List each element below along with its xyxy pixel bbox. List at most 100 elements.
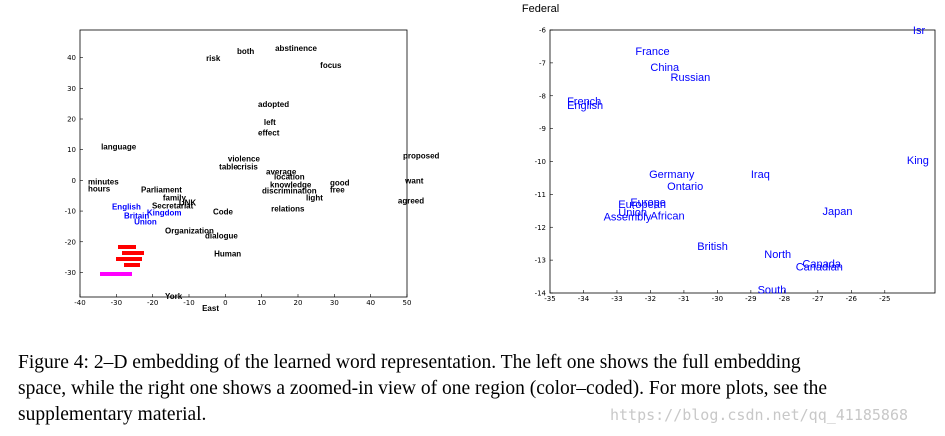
word-point: light: [306, 193, 323, 202]
caption-line: supplementary material.: [18, 404, 206, 425]
word-point: Britain: [124, 211, 149, 220]
x-tick-label: -26: [846, 295, 858, 303]
word-point: location: [274, 172, 305, 181]
word-point: left: [264, 118, 276, 127]
word-point: English: [112, 203, 141, 212]
magenta-cluster: [100, 272, 132, 276]
word-point: knowledge: [270, 180, 312, 189]
word-point: relations: [271, 204, 305, 213]
x-tick-label: -31: [678, 295, 689, 303]
word-point: York: [165, 292, 183, 301]
word-point: good: [330, 178, 350, 187]
word-point: Code: [213, 207, 234, 216]
word-point: Human: [214, 250, 241, 259]
word-point: Assembly: [604, 212, 652, 224]
word-point: Secretariat: [152, 201, 194, 210]
word-point: both: [237, 47, 254, 56]
x-tick-label: -29: [745, 295, 756, 303]
word-point: Union: [134, 218, 157, 227]
word-point: language: [101, 142, 137, 151]
word-point: Iraq: [751, 169, 770, 181]
word-point: violence: [228, 154, 261, 163]
word-point: focus: [320, 61, 342, 70]
x-tick-label: 0: [223, 299, 227, 307]
word-point: African: [650, 211, 684, 223]
red-cluster: [116, 245, 144, 267]
x-tick-label: 10: [257, 299, 266, 307]
x-tick-label: -25: [879, 295, 890, 303]
y-tick-label: 40: [67, 54, 76, 62]
word-point: minutes: [88, 177, 119, 186]
word-point: Federal: [522, 3, 559, 15]
x-tick-label: 20: [294, 299, 303, 307]
word-point: abstinence: [275, 44, 317, 53]
y-tick-label: -30: [65, 269, 76, 277]
plot-frame: [549, 29, 936, 294]
word-point: proposed: [403, 151, 440, 160]
plot-frame: [79, 29, 408, 298]
y-tick-label: 0: [72, 177, 76, 185]
word-point: Organization: [165, 226, 214, 235]
x-tick-label: -40: [74, 299, 85, 307]
y-tick-label: -11: [535, 191, 546, 199]
y-tick-label: 10: [67, 146, 76, 154]
word-point: British: [697, 241, 728, 253]
word-point: King: [907, 155, 929, 167]
word-point: hours: [88, 184, 111, 193]
word-point: English: [567, 100, 603, 112]
word-point: South: [758, 285, 787, 297]
word-point: risk: [206, 54, 221, 63]
x-tick-label: 40: [366, 299, 375, 307]
word-point: average: [266, 167, 297, 176]
y-tick-label: -9: [539, 125, 546, 133]
word-point: Russian: [671, 72, 711, 84]
y-tick-label: -14: [535, 290, 547, 298]
word-point: family: [163, 193, 187, 202]
y-tick-label: -10: [65, 208, 76, 216]
word-point: Europe: [630, 197, 665, 209]
word-point: adopted: [258, 100, 289, 109]
y-tick-label: -12: [535, 224, 546, 232]
word-point: UNK: [179, 199, 197, 208]
word-point: Parliament: [141, 185, 182, 194]
y-tick-label: 30: [67, 85, 76, 93]
word-point: agreed: [398, 196, 424, 205]
x-tick-label: -27: [812, 295, 823, 303]
word-point: free: [330, 185, 345, 194]
word-point: France: [635, 46, 669, 58]
x-tick-label: 30: [330, 299, 339, 307]
y-tick-label: -6: [539, 27, 547, 35]
word-point: table: [219, 162, 238, 171]
y-tick-label: 20: [67, 116, 76, 124]
word-point: European: [618, 199, 666, 211]
y-tick-label: -13: [535, 257, 546, 265]
word-point: Kingdom: [147, 208, 182, 217]
word-point: Union: [618, 207, 647, 219]
x-tick-label: -35: [544, 295, 555, 303]
word-point: North: [764, 249, 791, 261]
word-point: effect: [258, 128, 280, 137]
caption-line: space, while the right one shows a zoome…: [18, 378, 827, 399]
word-point: Canada: [802, 259, 841, 271]
x-tick-label: 50: [403, 299, 412, 307]
y-tick-label: -8: [539, 92, 546, 100]
word-point: Japan: [823, 206, 853, 218]
x-tick-label: -10: [183, 299, 194, 307]
word-point: Canadian: [796, 262, 843, 274]
word-point: want: [404, 176, 424, 185]
word-point: Ontario: [667, 181, 703, 193]
word-point: dialogue: [205, 231, 238, 240]
x-tick-label: -28: [779, 295, 790, 303]
x-tick-label: -33: [611, 295, 622, 303]
y-tick-label: -20: [65, 238, 76, 246]
watermark: https://blog.csdn.net/qq_41185868: [610, 406, 908, 424]
word-point: discrimination: [262, 186, 317, 195]
word-point: French: [567, 96, 601, 108]
caption-line: Figure 4: 2–D embedding of the learned w…: [18, 352, 801, 373]
y-tick-label: -7: [539, 59, 546, 67]
x-tick-label: -30: [712, 295, 723, 303]
x-tick-label: -30: [111, 299, 122, 307]
word-point: Isr: [913, 25, 926, 37]
x-tick-label: -34: [578, 295, 590, 303]
